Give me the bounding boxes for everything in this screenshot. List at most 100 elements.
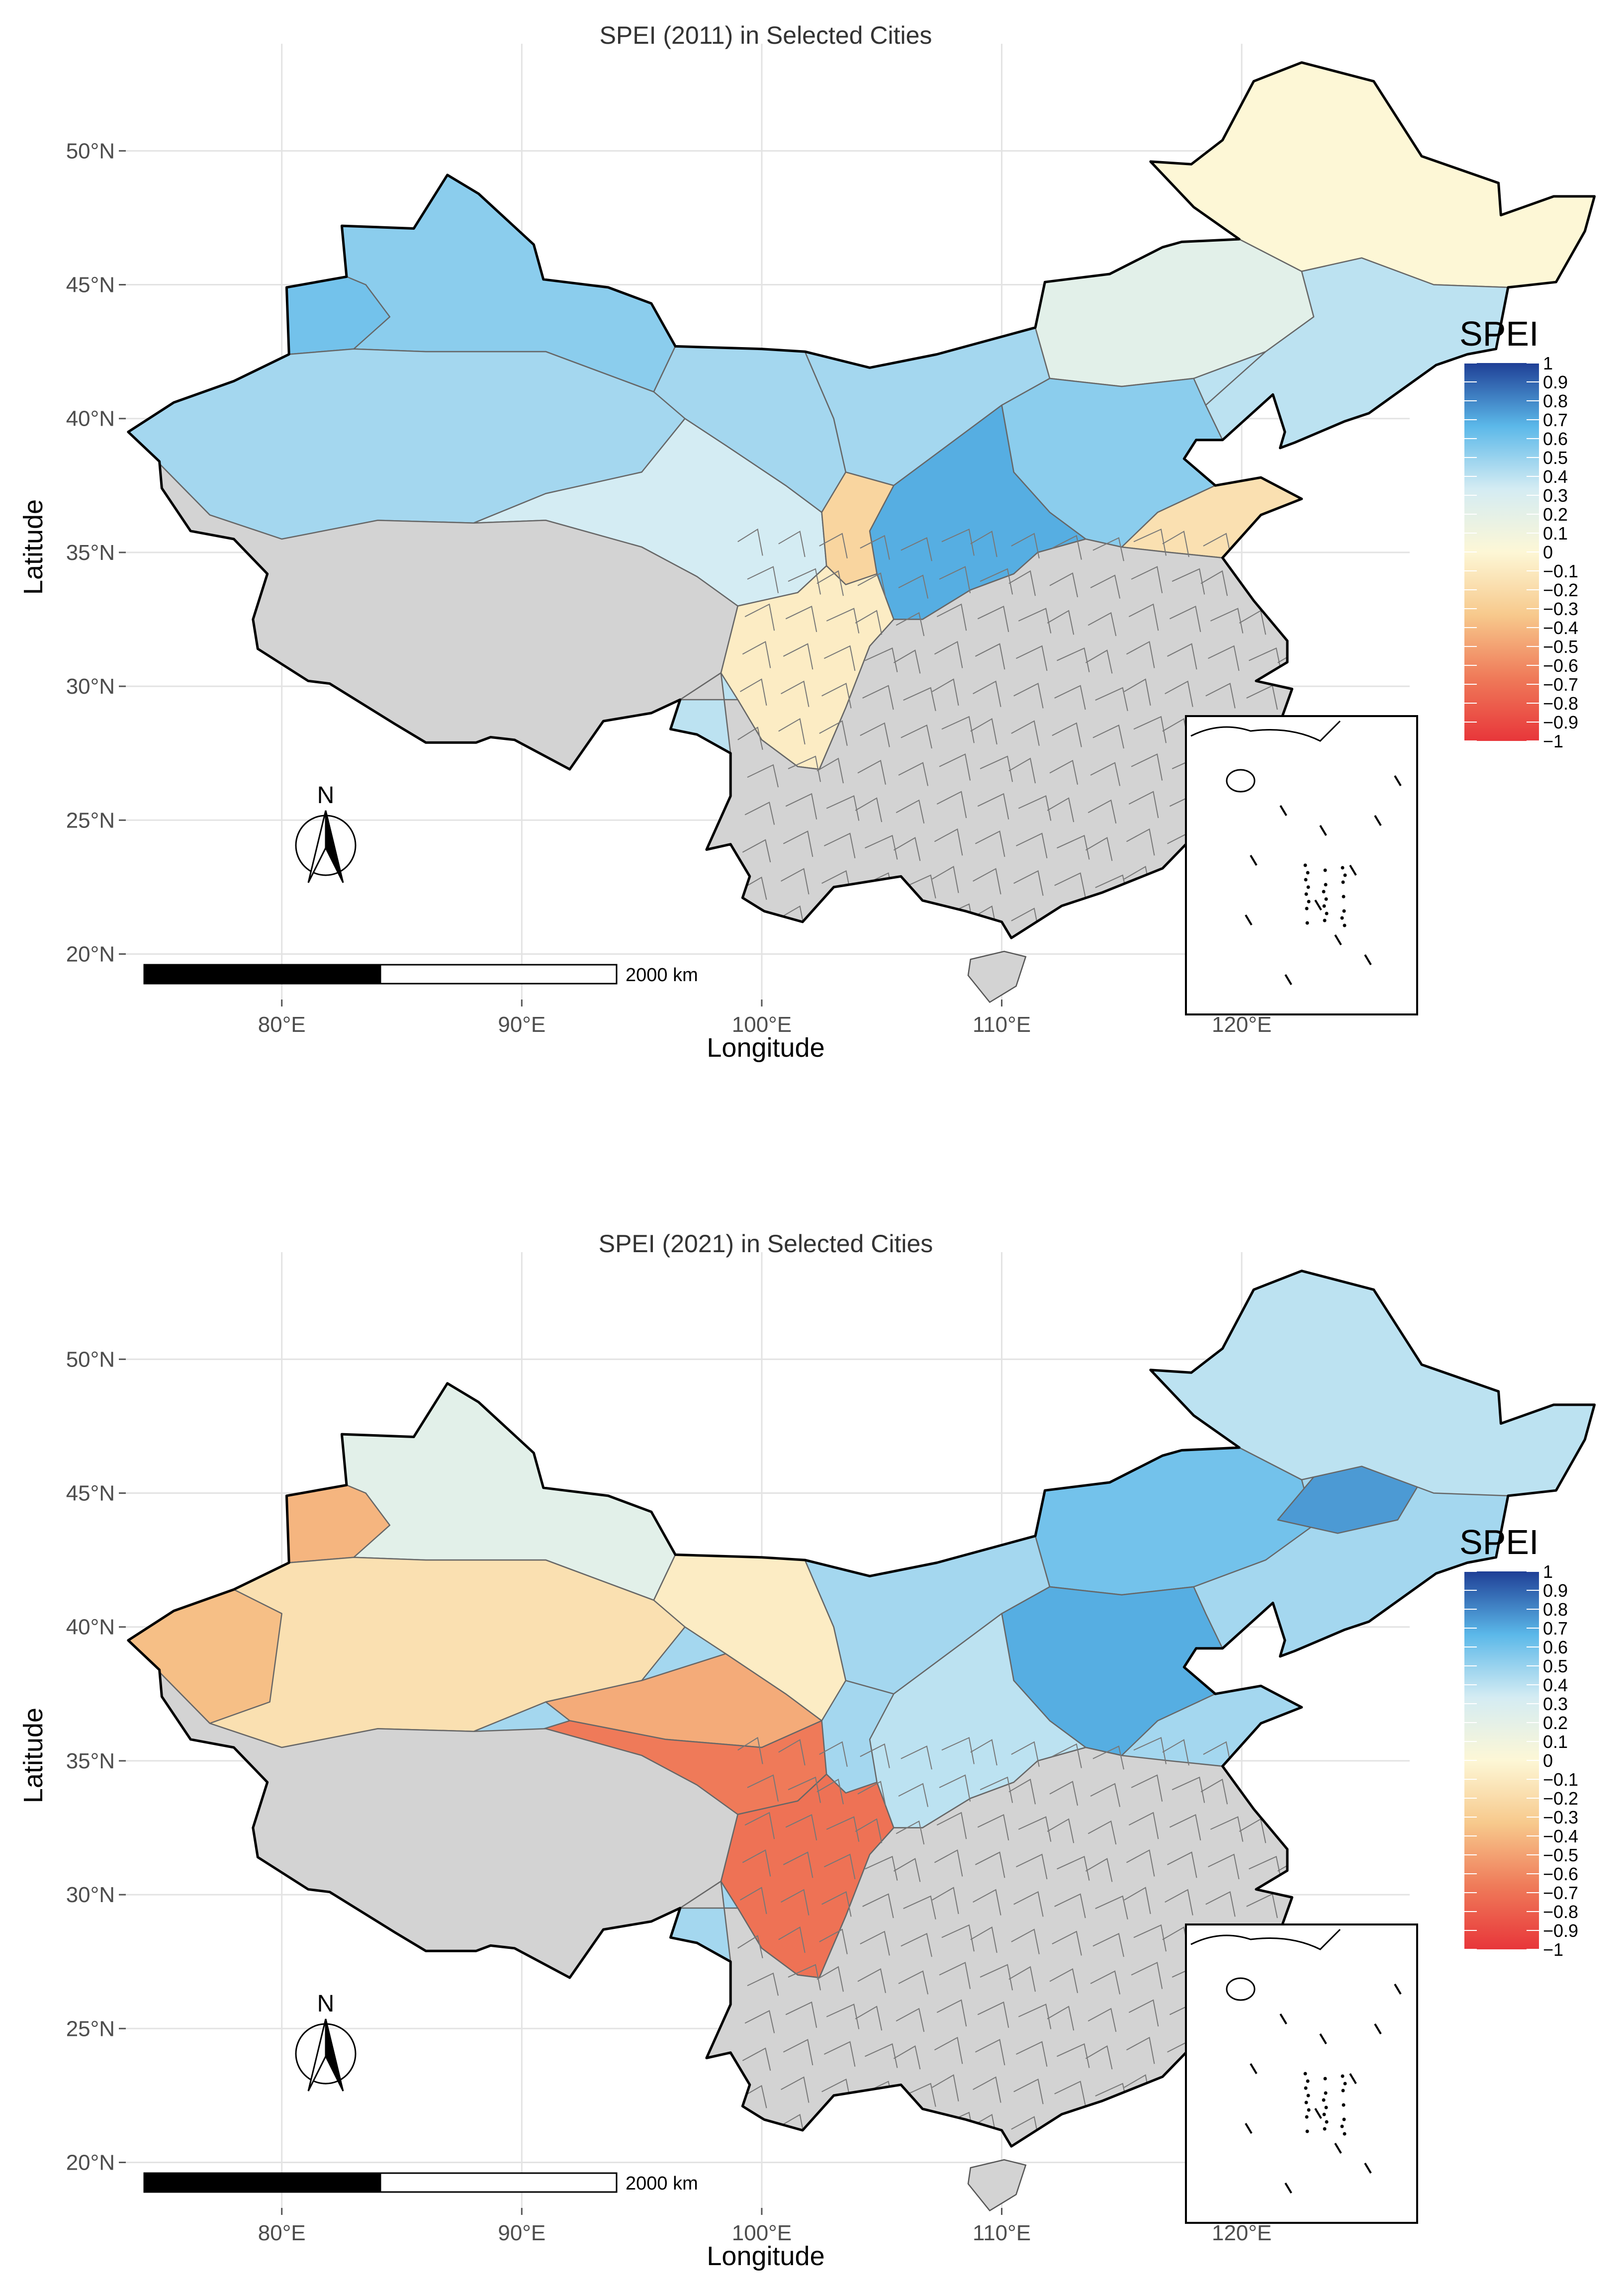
city-boundary — [901, 725, 932, 749]
city-boundary — [865, 1855, 898, 1881]
x-tick-label: 100°E — [732, 1012, 792, 1037]
panel-title: SPEI (2021) in Selected Cities — [599, 1230, 933, 1258]
city-boundary — [826, 795, 860, 821]
city-boundary — [1126, 640, 1155, 668]
city-boundary — [1085, 2045, 1113, 2070]
city-boundary — [1282, 574, 1313, 599]
legend-label: −0.5 — [1543, 1845, 1578, 1865]
city-boundary — [1016, 2041, 1048, 2067]
hainan-island — [967, 2159, 1027, 2212]
inset-island — [1325, 912, 1329, 915]
city-boundary — [977, 1814, 1009, 1841]
legend-label: 0.1 — [1543, 523, 1568, 544]
city-boundary — [1054, 1893, 1086, 1919]
city-boundary — [823, 832, 856, 858]
y-tick-label: 25°N — [66, 2016, 115, 2041]
legend-label: −0.2 — [1543, 1788, 1578, 1809]
city-boundary — [1126, 2036, 1155, 2064]
city-boundary — [778, 531, 806, 557]
y-tick-label: 35°N — [66, 541, 115, 565]
y-tick-label: 30°N — [66, 674, 115, 699]
inset-dash — [1374, 815, 1382, 826]
city-boundary — [980, 755, 1013, 782]
y-tick-label: 40°N — [66, 1615, 115, 1640]
city-boundary — [781, 2076, 810, 2103]
legend-label: −0.4 — [1543, 1826, 1578, 1846]
city-boundary — [855, 2006, 883, 2031]
city-boundary — [1054, 2081, 1086, 2106]
city-boundary — [903, 874, 936, 899]
x-tick-label: 80°E — [258, 1012, 306, 1037]
city-boundary — [1128, 791, 1159, 819]
north-arrow-right — [325, 810, 344, 883]
inset-island — [1307, 900, 1311, 904]
city-boundary — [893, 1858, 921, 1882]
city-boundary — [1133, 2111, 1167, 2139]
city-boundary — [1284, 537, 1317, 561]
north-arrow-left — [307, 2018, 327, 2092]
city-boundary — [857, 1781, 886, 1806]
city-boundary — [819, 908, 848, 933]
city-boundary — [857, 760, 886, 785]
inset-island — [1304, 2086, 1308, 2090]
inset-island — [1306, 885, 1310, 889]
inset-dash — [1349, 2073, 1357, 2085]
inset-island — [1304, 892, 1308, 896]
spei-regions — [128, 62, 1595, 938]
city-boundary — [1008, 1966, 1036, 1992]
legend-label: 0.5 — [1543, 448, 1568, 468]
city-boundary — [1087, 799, 1117, 824]
city-boundary — [970, 531, 997, 557]
city-boundary — [898, 1783, 929, 1807]
city-boundary — [783, 2039, 813, 2066]
city-boundary — [1054, 685, 1086, 710]
city-boundary — [785, 793, 817, 820]
hainan-island — [967, 950, 1027, 1004]
legend-label: −0.6 — [1543, 655, 1578, 676]
inset-island — [1340, 916, 1344, 920]
city-boundary — [980, 1776, 1013, 1803]
legend-label: −0.7 — [1543, 1883, 1578, 1903]
city-boundary — [936, 1999, 967, 2027]
city-boundary — [1008, 757, 1036, 784]
legend-label: 0.6 — [1543, 429, 1568, 449]
city-boundary — [816, 1778, 844, 1805]
inset-coastline — [1190, 1928, 1341, 1950]
city-boundary — [1087, 2008, 1117, 2032]
city-boundary — [744, 2010, 775, 2033]
legend-label: 0.4 — [1543, 1675, 1568, 1695]
city-boundary — [747, 1972, 779, 1996]
city-boundary — [1249, 1855, 1282, 1881]
city-boundary — [973, 2076, 1001, 2103]
city-boundary — [781, 1889, 810, 1916]
scale-bar-label: 2000 km — [626, 965, 698, 986]
legend-label: 0.3 — [1543, 1694, 1568, 1714]
legend-label: −1 — [1543, 1939, 1563, 1960]
city-boundary — [1085, 1858, 1113, 1882]
city-boundary — [1047, 1818, 1075, 1843]
inset-island — [1342, 895, 1346, 899]
inset-dash — [1279, 805, 1287, 817]
city-boundary — [744, 802, 775, 825]
inset-dash — [1394, 775, 1402, 787]
inset-island — [1306, 871, 1310, 875]
city-boundary — [860, 1743, 890, 1768]
city-boundary — [1092, 537, 1124, 561]
city-boundary — [932, 678, 959, 706]
scale-bar-white — [379, 2172, 618, 2193]
legend-label: −0.8 — [1543, 1902, 1578, 1922]
city-boundary — [747, 566, 779, 593]
city-boundary — [901, 2120, 932, 2145]
inset-island — [1323, 918, 1327, 922]
inset-island — [1342, 2103, 1346, 2107]
legend-label: −0.1 — [1543, 561, 1578, 581]
city-boundary — [939, 566, 971, 593]
city-boundary — [1052, 535, 1082, 560]
city-boundary — [737, 528, 763, 556]
legend-label: −0.6 — [1543, 1864, 1578, 1884]
city-boundary — [1057, 834, 1090, 860]
city-boundary — [826, 608, 860, 634]
city-boundary — [862, 1893, 894, 1919]
